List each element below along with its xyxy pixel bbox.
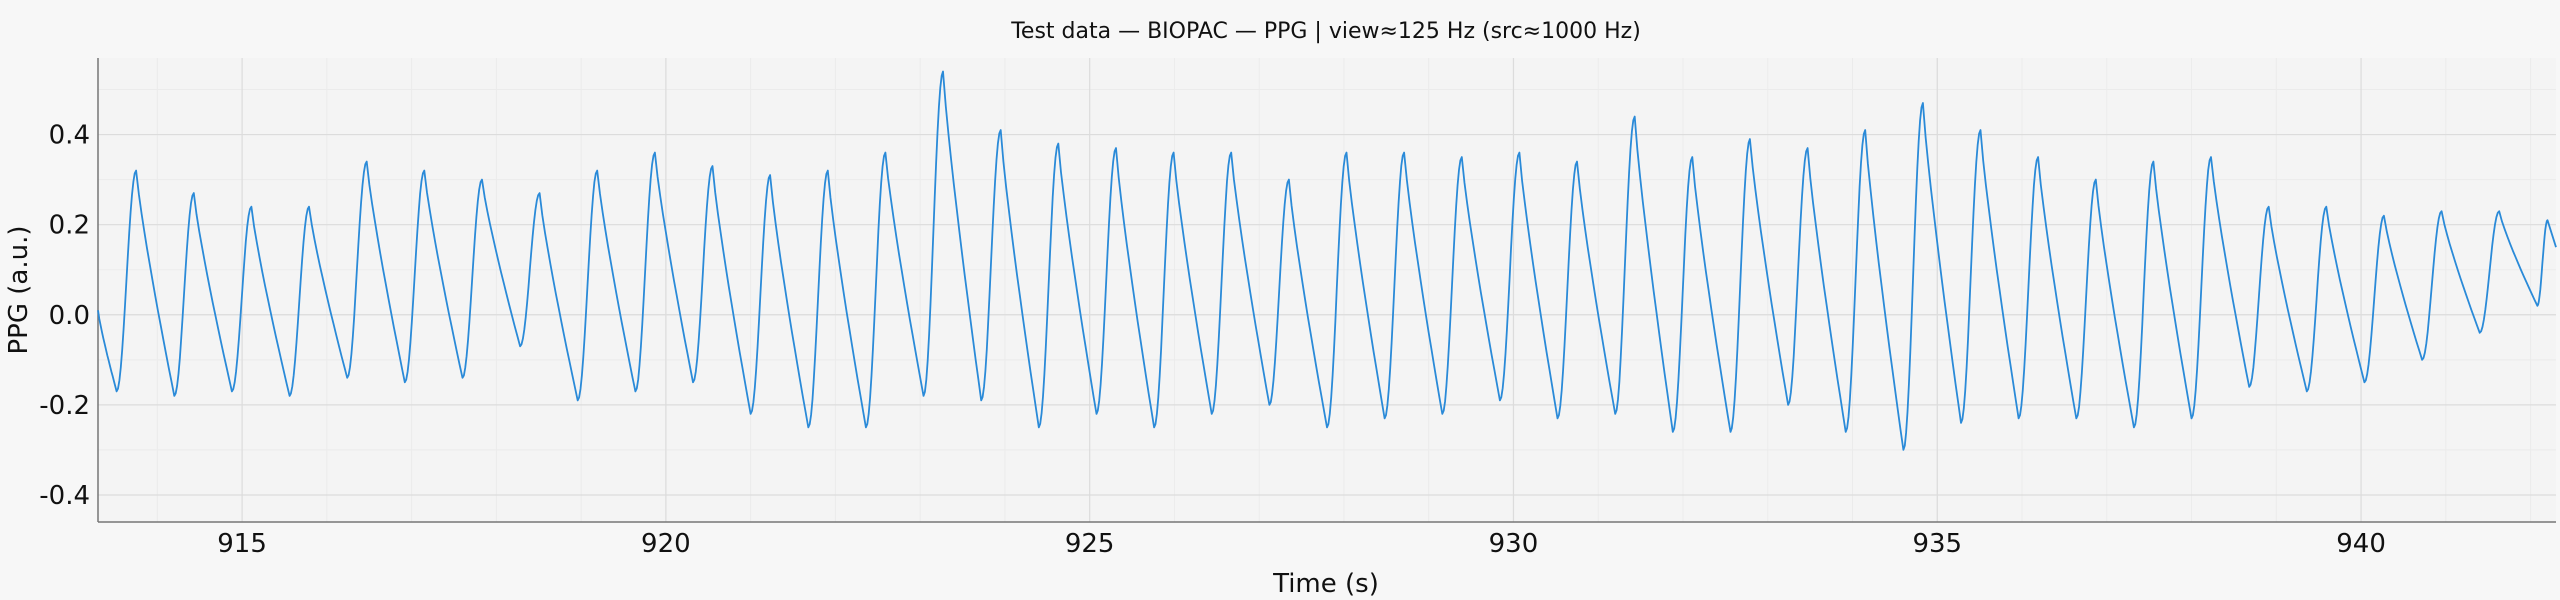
x-tick-label: 925 [1065, 529, 1115, 559]
y-tick-label: 0.4 [49, 121, 90, 151]
y-tick-label: 0.0 [49, 301, 90, 331]
x-tick-label: 915 [217, 529, 267, 559]
y-axis-label: PPG (a.u.) [4, 226, 34, 355]
x-tick-label: 940 [2336, 529, 2386, 559]
ppg-series-line [97, 70, 2557, 451]
y-tick-label: -0.4 [39, 481, 90, 511]
series-layer [97, 70, 2557, 451]
x-tick-label: 935 [1912, 529, 1962, 559]
x-tick-label: 930 [1489, 529, 1539, 559]
y-tick-label: 0.2 [49, 211, 90, 241]
y-tick-label: -0.2 [39, 391, 90, 421]
chart-title: Test data — BIOPAC — PPG | view≈125 Hz (… [1010, 19, 1641, 44]
plot-area [98, 58, 2556, 522]
x-tick-label: 920 [641, 529, 691, 559]
axes [97, 58, 2556, 523]
x-axis-label: Time (s) [1272, 569, 1379, 599]
tick-labels: 915 920 925 930 935 940 -0.4 -0.2 0.0 0.2 0.4 [39, 121, 2386, 559]
